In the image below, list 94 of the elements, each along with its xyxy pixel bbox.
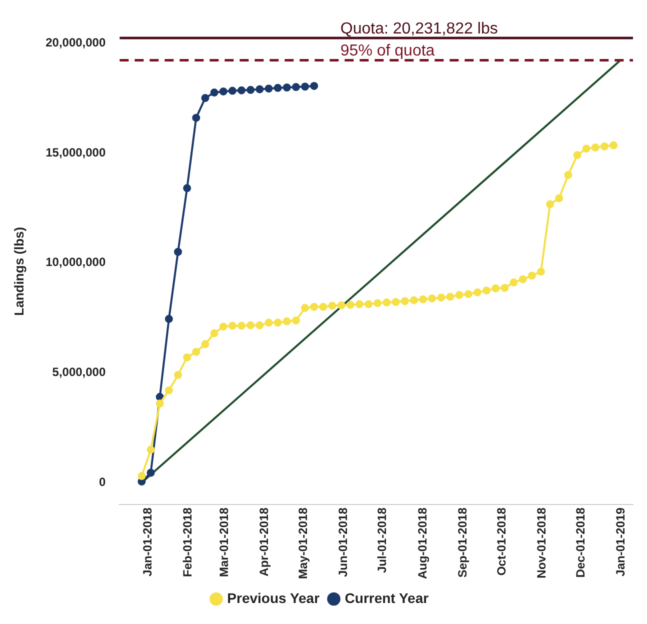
point <box>510 278 518 286</box>
point <box>418 295 427 304</box>
point <box>164 386 173 394</box>
point <box>238 322 246 330</box>
point <box>210 329 218 338</box>
point <box>246 321 255 330</box>
point <box>210 88 218 97</box>
point <box>328 302 336 310</box>
point <box>228 322 236 330</box>
point <box>528 272 536 280</box>
point <box>292 316 300 324</box>
point <box>564 170 572 179</box>
point <box>446 292 454 301</box>
point <box>355 300 364 308</box>
point <box>282 83 291 92</box>
point <box>174 370 182 379</box>
point <box>219 322 228 331</box>
x-tick-label: Jun-01-2018 <box>336 507 350 577</box>
point <box>437 294 446 302</box>
point <box>518 275 527 284</box>
point <box>573 151 582 160</box>
point <box>192 348 200 356</box>
point <box>600 142 608 150</box>
x-tick-label: Nov-01-2018 <box>534 507 549 578</box>
point <box>536 268 545 276</box>
y-tick-label: 10,000,000 <box>46 255 106 270</box>
point <box>364 300 373 308</box>
point <box>500 284 509 292</box>
x-tick-label: Dec-01-2018 <box>573 507 588 578</box>
x-tick-label: Mar-01-2018 <box>216 507 231 577</box>
point <box>400 297 409 306</box>
point <box>292 83 300 92</box>
point <box>301 304 310 312</box>
legend-label: Current Year <box>344 590 430 606</box>
point <box>146 446 155 454</box>
point <box>546 200 554 208</box>
point <box>346 300 354 309</box>
point <box>183 353 192 362</box>
point <box>582 144 590 153</box>
point <box>310 302 318 311</box>
point <box>201 94 210 102</box>
point <box>337 301 346 310</box>
point <box>319 302 328 311</box>
point <box>274 84 282 92</box>
point <box>256 321 264 330</box>
point <box>473 288 482 296</box>
x-tick-label: May-01-2018 <box>296 507 310 580</box>
point <box>238 86 246 94</box>
y-tick-label: 0 <box>98 474 106 489</box>
x-tick-label: Oct-01-2018 <box>494 507 508 576</box>
point <box>201 340 210 348</box>
x-tick-label: Jan-01-2019 <box>614 507 628 576</box>
point <box>183 184 192 192</box>
point <box>428 294 436 302</box>
y-tick-label: 20,000,000 <box>46 35 106 50</box>
point <box>164 314 173 323</box>
legend-label: Previous Year <box>227 590 320 606</box>
point <box>228 86 236 95</box>
point <box>374 299 382 308</box>
point <box>264 84 273 93</box>
ref-line-label: Quota: 20,231,822 lbs <box>340 20 498 38</box>
x-tick-label: Apr-01-2018 <box>257 507 272 576</box>
x-tick-label: Jul-01-2018 <box>375 507 390 573</box>
point <box>482 286 491 295</box>
point <box>410 296 418 304</box>
point <box>282 317 291 326</box>
point <box>464 290 472 298</box>
x-tick-label: Feb-01-2018 <box>180 507 195 577</box>
x-tick-label: Sep-01-2018 <box>455 507 470 578</box>
x-tick-label: Jan-01-2018 <box>140 507 154 576</box>
point <box>146 468 155 477</box>
point <box>455 290 464 299</box>
x-tick-label: Aug-01-2018 <box>415 507 430 579</box>
ref-line-label: 95% of quota <box>340 42 435 60</box>
point <box>301 82 310 91</box>
point <box>246 86 255 94</box>
y-axis-title: Landings (lbs) <box>11 226 26 316</box>
point <box>264 318 273 327</box>
point <box>492 284 500 292</box>
point <box>192 114 200 122</box>
point <box>591 143 600 152</box>
point <box>274 318 282 327</box>
point <box>610 141 618 150</box>
y-tick-label: 15,000,000 <box>46 145 106 160</box>
point <box>219 87 228 96</box>
point <box>310 82 318 90</box>
point <box>138 472 146 480</box>
point <box>392 298 400 306</box>
point <box>256 85 264 94</box>
point <box>382 298 391 306</box>
point <box>156 400 164 408</box>
y-tick-label: 5,000,000 <box>52 365 106 380</box>
point <box>174 248 182 256</box>
point <box>555 194 564 202</box>
